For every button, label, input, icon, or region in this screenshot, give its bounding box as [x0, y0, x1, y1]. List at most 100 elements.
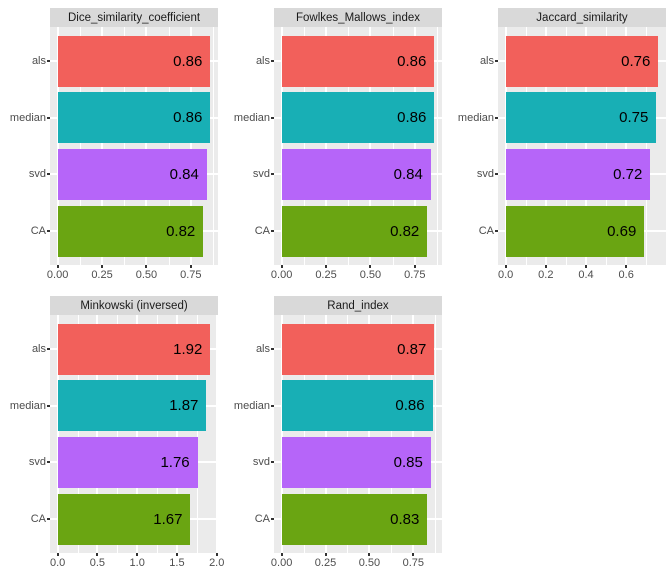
y-axis-tick [495, 60, 498, 62]
bar-CA [281, 205, 428, 257]
gridline-major-vertical [280, 27, 283, 265]
x-axis-tick [585, 265, 588, 268]
y-axis-label-als: als [31, 55, 46, 67]
bar-als [281, 323, 435, 375]
bar-CA [57, 493, 191, 545]
gridline-minor-vertical [391, 315, 393, 553]
bar-value-label: 0.72 [613, 165, 643, 183]
bar-value-label: 0.82 [390, 222, 420, 240]
gridline-major-vertical [325, 27, 328, 265]
panel-title: Minkowski (inversed) [80, 299, 188, 312]
facet-strip: Minkowski (inversed) [50, 296, 218, 315]
bar-value-label: 0.69 [607, 222, 637, 240]
facet-strip: Rand_index [274, 296, 442, 315]
x-axis-tick [625, 265, 628, 268]
gridline-major-vertical [280, 315, 283, 553]
bar-CA [281, 493, 428, 545]
gridline-minor-vertical [347, 315, 349, 553]
y-axis-label-ca: CA [254, 225, 270, 237]
gridline-minor-vertical [117, 315, 119, 553]
y-axis-tick [495, 116, 498, 119]
y-axis-label-ca: CA [30, 225, 46, 237]
y-axis-tick [495, 230, 498, 232]
x-axis-tick [101, 265, 104, 268]
y-axis-label-svd: svd [28, 168, 46, 181]
y-axis-tick [495, 173, 498, 176]
gridline-major-vertical [101, 27, 104, 265]
x-axis-label: 0.4 [578, 269, 594, 281]
gridline-minor-vertical [435, 315, 437, 553]
facet-jaccard-similarity: Jaccard_similarity 0.76 0.75 0.72 0.69 als med… [448, 0, 672, 288]
gridline-major-vertical [324, 315, 327, 553]
bar-svd [505, 148, 651, 200]
bar-als [505, 35, 659, 87]
bar-value-label: 0.86 [173, 109, 203, 127]
panel-title: Jaccard_similarity [536, 11, 628, 24]
plot-area: 0.87 0.86 0.85 0.83 [274, 315, 442, 553]
x-axis-label: 2.0 [209, 557, 225, 569]
bar-value-label: 1.67 [153, 510, 183, 528]
bar-value-label: 0.85 [393, 453, 423, 471]
x-axis-label: 1.0 [129, 557, 145, 569]
y-axis-label-ca: CA [478, 225, 494, 237]
panel-title: Fowlkes_Mallows_index [296, 11, 420, 24]
y-axis-tick [271, 461, 274, 464]
gridline-major-vertical [189, 27, 192, 265]
y-axis-label-median: median [233, 111, 270, 124]
gridline-minor-vertical [157, 315, 159, 553]
panel-title: Dice_similarity_coefficient [67, 11, 201, 24]
bar-value-label: 1.87 [169, 397, 199, 415]
bar-value-label: 0.82 [166, 222, 196, 240]
x-axis-tick [145, 265, 148, 268]
y-axis-tick [271, 60, 274, 62]
x-axis-label: 0.50 [359, 269, 382, 281]
plot-area: 1.92 1.87 1.76 1.67 [50, 315, 218, 553]
gridline-major-vertical [625, 27, 628, 265]
x-axis-label: 1.5 [169, 557, 185, 569]
gridline-minor-vertical [79, 27, 81, 265]
bar-median [505, 92, 657, 144]
y-axis-tick [271, 404, 274, 407]
bar-value-label: 0.87 [397, 340, 427, 358]
facet-strip: Fowlkes_Mallows_index [274, 8, 442, 27]
y-axis-label-svd: svd [252, 456, 270, 469]
x-axis-label: 0.0 [497, 269, 514, 281]
x-axis-tick [56, 265, 59, 268]
y-axis-tick [271, 230, 274, 232]
x-axis-tick [368, 553, 371, 556]
x-axis-label: 0.25 [314, 557, 337, 569]
y-axis-label-ca: CA [30, 513, 46, 525]
x-axis-tick [413, 265, 416, 268]
gridline-major-vertical [175, 315, 178, 553]
y-axis-tick [271, 173, 274, 176]
y-axis-tick [47, 230, 50, 232]
x-axis-tick [325, 265, 328, 268]
bar-median [281, 380, 433, 432]
bar-svd [281, 148, 431, 200]
y-axis-tick [47, 173, 50, 176]
bar-value-label: 0.75 [619, 109, 649, 127]
panel-title: Rand_index [327, 299, 389, 312]
bar-value-label: 0.86 [395, 397, 425, 415]
plot-area: 0.86 0.86 0.84 0.82 [50, 27, 218, 265]
gridline-major-vertical [145, 27, 148, 265]
y-axis-tick [47, 518, 50, 520]
x-axis-tick [215, 553, 218, 556]
bar-median [281, 92, 435, 144]
bar-value-label: 0.76 [621, 52, 651, 70]
y-axis-tick [47, 348, 50, 350]
gridline-major-vertical [413, 27, 416, 265]
bar-value-label: 1.76 [160, 453, 190, 471]
x-axis-label: 0.0 [49, 557, 66, 569]
bar-als [281, 35, 435, 87]
y-axis-label-ca: CA [254, 513, 270, 525]
x-axis-tick [280, 265, 283, 268]
gridline-minor-vertical [392, 27, 394, 265]
x-axis-tick [96, 553, 99, 556]
bar-CA [505, 205, 645, 257]
x-axis-label: 0.75 [180, 269, 202, 281]
x-axis-label: 0.5 [89, 557, 106, 569]
gridline-major-vertical [369, 27, 372, 265]
gridline-minor-vertical [303, 315, 305, 553]
